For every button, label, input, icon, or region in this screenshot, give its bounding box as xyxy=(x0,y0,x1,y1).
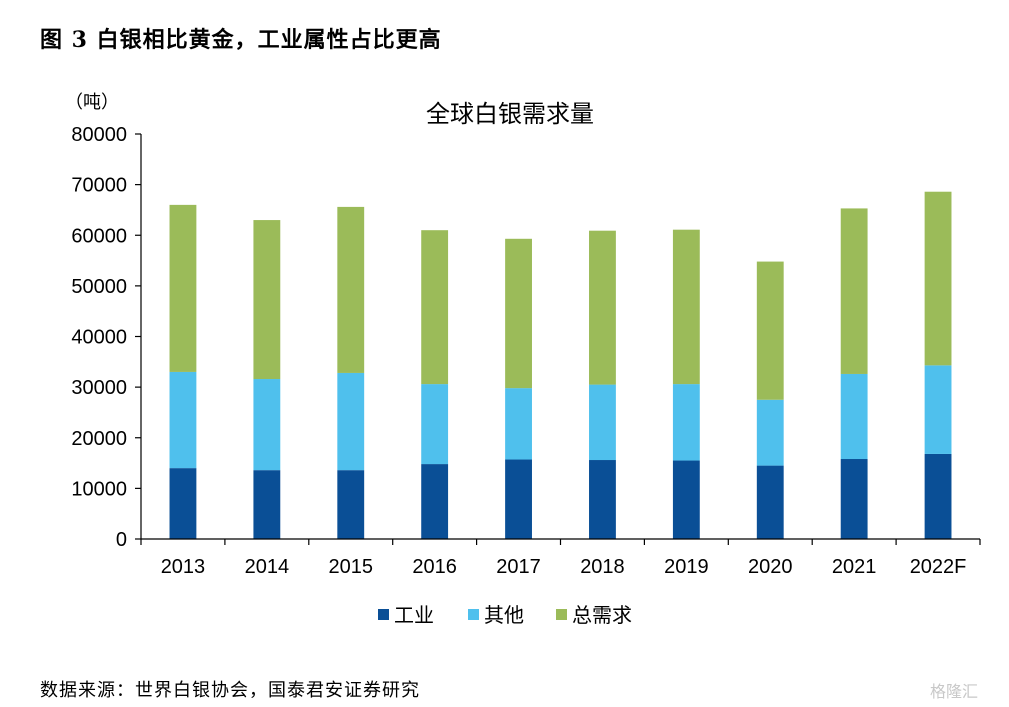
bar-industrial-2014 xyxy=(253,470,281,539)
x-axis: 2013 2014 2015 2016 2017 2018 2019 2020 2021 2022… xyxy=(140,538,981,578)
bar-other-2013 xyxy=(169,371,197,469)
legend: 工业 其他 总需求 xyxy=(378,603,632,627)
y-tick-label: 40000 xyxy=(71,327,127,349)
watermark: 格隆汇 xyxy=(930,682,979,701)
bar-other-2018 xyxy=(589,384,616,461)
bar-other-2020 xyxy=(756,399,784,466)
y-tick-label: 50000 xyxy=(71,276,127,298)
bar-industrial-2015 xyxy=(337,470,365,539)
bar-total-2022F xyxy=(924,191,952,366)
x-tick-label: 2014 xyxy=(245,556,290,578)
y-tick-label: 30000 xyxy=(71,377,127,399)
x-tick-label: 2017 xyxy=(496,556,541,578)
x-tick-label: 2019 xyxy=(664,556,709,578)
bar-other-2016 xyxy=(421,384,449,465)
bar-industrial-2019 xyxy=(672,460,700,539)
bar-total-2016 xyxy=(421,230,449,385)
bar-other-2017 xyxy=(505,388,532,460)
y-axis-unit-label: （吨） xyxy=(65,92,119,113)
bar-total-2015 xyxy=(337,206,365,373)
bar-other-2021 xyxy=(840,373,868,460)
bar-total-2013 xyxy=(169,204,197,372)
bar-total-2017 xyxy=(505,238,532,389)
bars-group xyxy=(169,191,952,539)
figure-title: 图 3 白银相比黄金，工业属性占比更高 xyxy=(40,27,442,53)
legend-swatch xyxy=(468,609,479,620)
x-tick-label: 2022F xyxy=(910,556,967,578)
bar-industrial-2021 xyxy=(840,459,868,539)
x-tick-label: 2016 xyxy=(412,556,457,578)
y-tick-label: 80000 xyxy=(71,124,127,146)
legend-swatch xyxy=(378,609,389,620)
y-tick-label: 10000 xyxy=(71,478,127,500)
legend-swatch xyxy=(556,609,567,620)
bar-industrial-2022F xyxy=(924,453,952,539)
bar-other-2015 xyxy=(337,372,365,471)
data-source-note: 数据来源：世界白银协会，国泰君安证券研究 xyxy=(40,680,420,701)
legend-label: 其他 xyxy=(484,603,524,627)
bar-total-2021 xyxy=(840,208,868,374)
x-tick-label: 2020 xyxy=(748,556,793,578)
chart-title: 全球白银需求量 xyxy=(426,100,594,128)
bar-total-2019 xyxy=(672,229,700,385)
bar-industrial-2013 xyxy=(169,468,197,539)
bar-industrial-2017 xyxy=(505,459,532,539)
y-tick-label: 0 xyxy=(116,529,127,551)
bar-industrial-2018 xyxy=(589,460,616,539)
legend-label: 工业 xyxy=(394,603,434,627)
x-tick-label: 2013 xyxy=(161,556,206,578)
bar-other-2014 xyxy=(253,379,281,471)
x-tick-label: 2021 xyxy=(832,556,877,578)
bar-total-2014 xyxy=(253,220,281,380)
y-tick-label: 20000 xyxy=(71,428,127,450)
bar-industrial-2016 xyxy=(421,464,449,539)
bar-total-2020 xyxy=(756,261,784,400)
legend-label: 总需求 xyxy=(572,603,632,627)
bar-other-2022F xyxy=(924,365,952,454)
y-tick-label: 70000 xyxy=(71,175,127,197)
y-axis: 0 10000 20000 30000 40000 50000 60000 70000 8000… xyxy=(71,124,142,551)
bar-other-2019 xyxy=(672,384,700,461)
bar-industrial-2020 xyxy=(756,465,784,539)
bar-total-2018 xyxy=(589,230,616,385)
x-tick-label: 2015 xyxy=(329,556,374,578)
y-tick-label: 60000 xyxy=(71,225,127,247)
x-tick-label: 2018 xyxy=(580,556,625,578)
